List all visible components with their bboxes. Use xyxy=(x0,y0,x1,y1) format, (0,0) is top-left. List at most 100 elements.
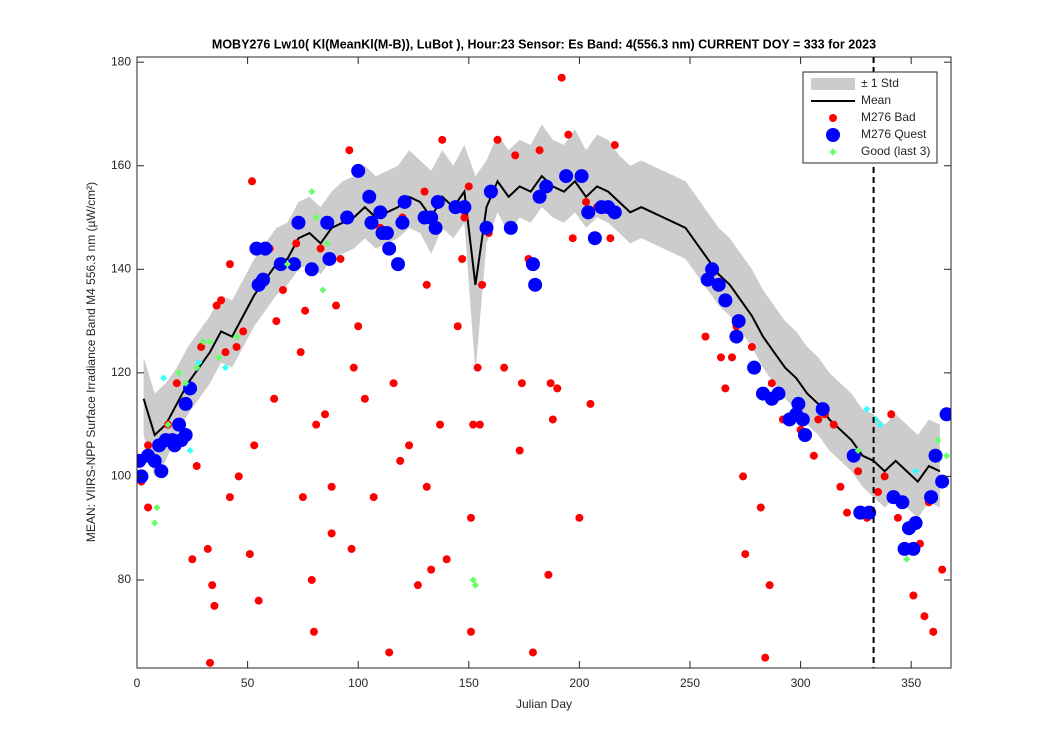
point xyxy=(920,612,929,621)
legend-label: Good (last 3) xyxy=(861,144,930,158)
point xyxy=(347,544,356,553)
point xyxy=(528,277,543,292)
point xyxy=(559,169,574,184)
point xyxy=(178,396,193,411)
point xyxy=(829,420,838,429)
point xyxy=(221,348,230,357)
point xyxy=(336,254,345,263)
point xyxy=(309,627,318,636)
legend-swatch xyxy=(829,114,837,122)
legend-label: Mean xyxy=(861,93,891,107)
point xyxy=(791,396,806,411)
point xyxy=(767,379,776,388)
point xyxy=(307,575,316,584)
point xyxy=(711,277,726,292)
point xyxy=(854,447,862,455)
point xyxy=(154,464,169,479)
point xyxy=(739,472,748,481)
point xyxy=(389,379,398,388)
point xyxy=(903,555,911,563)
point xyxy=(273,257,288,272)
point xyxy=(362,189,377,204)
point xyxy=(203,544,212,553)
point xyxy=(151,519,159,527)
point xyxy=(874,487,883,496)
point xyxy=(379,226,394,241)
x-tick-label: 50 xyxy=(241,676,255,690)
point xyxy=(272,317,281,326)
point xyxy=(544,570,553,579)
point xyxy=(460,213,469,222)
point xyxy=(581,205,596,220)
point xyxy=(582,197,591,206)
point xyxy=(215,353,223,361)
x-tick-label: 200 xyxy=(569,676,589,690)
point xyxy=(587,231,602,246)
point xyxy=(478,280,487,289)
point xyxy=(234,472,243,481)
point xyxy=(731,314,746,329)
point xyxy=(469,420,478,429)
point xyxy=(413,581,422,590)
point xyxy=(319,286,327,294)
point xyxy=(316,244,325,253)
point xyxy=(912,467,920,475)
point xyxy=(814,415,823,424)
point xyxy=(422,280,431,289)
point xyxy=(863,405,871,413)
point xyxy=(610,141,619,150)
point xyxy=(553,384,562,393)
y-tick-label: 80 xyxy=(118,572,132,586)
point xyxy=(747,342,756,351)
point xyxy=(283,260,291,268)
point xyxy=(457,200,472,215)
x-tick-label: 150 xyxy=(459,676,479,690)
point xyxy=(548,415,557,424)
point xyxy=(153,503,161,511)
point xyxy=(606,234,615,243)
point xyxy=(535,146,544,155)
point xyxy=(144,441,153,450)
point xyxy=(217,296,226,305)
x-tick-label: 0 xyxy=(134,676,141,690)
point xyxy=(248,177,257,186)
point xyxy=(225,260,234,269)
point xyxy=(312,214,320,222)
point xyxy=(467,627,476,636)
point xyxy=(458,254,467,263)
point xyxy=(373,205,388,220)
point xyxy=(254,596,263,605)
point xyxy=(586,399,595,408)
point xyxy=(453,322,462,331)
y-tick-label: 100 xyxy=(111,469,131,483)
point xyxy=(908,516,923,531)
point xyxy=(147,453,162,468)
point xyxy=(893,513,902,522)
point xyxy=(876,421,884,429)
point xyxy=(160,374,168,382)
point xyxy=(475,420,484,429)
chart-title: MOBY276 Lw10( Kl(MeanKl(M-B)), LuBot ), … xyxy=(212,37,876,51)
point xyxy=(250,441,259,450)
point xyxy=(405,441,414,450)
point xyxy=(729,329,744,344)
point xyxy=(427,565,436,574)
point xyxy=(515,446,524,455)
point xyxy=(761,653,770,662)
point xyxy=(308,188,316,196)
point xyxy=(239,327,248,336)
point xyxy=(395,215,410,230)
point xyxy=(188,555,197,564)
point xyxy=(728,353,737,362)
point xyxy=(771,386,786,401)
x-tick-label: 250 xyxy=(680,676,700,690)
point xyxy=(270,394,279,403)
point xyxy=(360,394,369,403)
point xyxy=(382,241,397,256)
legend-label: M276 Bad xyxy=(861,110,916,124)
point xyxy=(765,581,774,590)
point xyxy=(232,342,241,351)
point xyxy=(192,462,201,471)
point xyxy=(843,508,852,517)
